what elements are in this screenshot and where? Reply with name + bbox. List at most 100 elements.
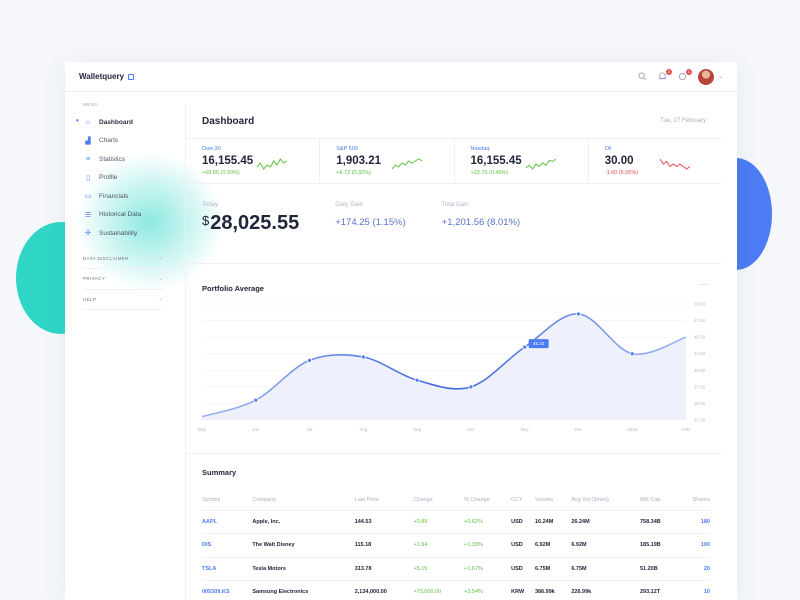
y-tick-label: 37.50 [694,384,706,389]
market-cap-cell: 185.19B [639,533,679,558]
y-tick-label: 40.00 [694,368,706,373]
x-tick-label: Dec [574,427,583,432]
tooltip-box [528,339,549,349]
sidebar-item-statistics[interactable]: ≡ Statistics [65,150,183,169]
column-header[interactable]: Company [252,490,355,511]
sidebar-item-label: Profile [99,174,118,182]
currency-cell: USD [511,533,535,558]
brand[interactable]: Walletquery [79,72,135,81]
page-title: Dashboard [202,115,255,127]
table-row[interactable]: AAPL Apple, Inc. 144.53 +0.89 +0.62% USD… [202,510,710,534]
sidebar-item-label: Charts [99,137,119,145]
search-icon[interactable] [638,71,648,82]
column-header[interactable]: Symbol [202,490,253,511]
sidebar-item-sustainability[interactable]: ✣ Sustainability [65,224,183,243]
sidebar-item-label: Dashboard [99,118,133,126]
percent-change-cell: +3.54% [464,580,512,600]
column-header[interactable]: Avg Vol (3mon) [571,490,640,511]
section-label: PRIVACY [83,276,106,282]
y-tick-label: 50.00 [694,302,706,307]
ticker-change: +68.65 (0.39%) [202,170,240,176]
avg-volume-cell: 26.24M [571,510,640,534]
sparkline [660,158,690,170]
column-header[interactable]: Last Price [354,490,414,511]
series-line [201,313,687,418]
percent-change-cell: +1.30% [464,533,512,558]
x-tick-label: May [198,427,207,432]
wallet-icon [128,73,135,80]
portfolio-title: Portfolio Average [202,284,264,293]
ticker-strip: Dow 30 16,155.45 +68.65 (0.39%) S&P 500 … [186,139,722,184]
table-row[interactable]: TSLA Tesla Motors 313.78 +5.15 +1.67% US… [202,557,710,581]
ticker-value: 16,155.45 [202,155,254,167]
column-header[interactable]: % Change [464,490,512,511]
summary-title: Summary [202,468,237,477]
app-window: Walletquery 2 1 ⌄ MENU ⌂ Dashboard [65,62,737,600]
ticker-name: S&P 500 [336,146,358,152]
x-tick-label: Jul [307,427,313,432]
sparkline-path [391,158,422,170]
column-header[interactable]: Mkt Cap [639,490,679,511]
daily-gain: Daily Gain +174.25 (1.15%) [335,202,406,263]
column-header[interactable]: Shares [678,490,710,511]
daily-gain-value: +174.25 (1.15%) [335,217,406,228]
symbol-cell[interactable]: TSLA [202,557,253,581]
ticker-value: 1,903.21 [336,155,382,167]
avatar[interactable] [697,68,714,85]
home-icon: ⌂ [85,118,91,126]
sidebar-item-label: Statistics [99,155,126,163]
ticker-dow-30[interactable]: Dow 30 16,155.45 +68.65 (0.39%) [186,139,321,183]
area-fill [202,313,686,420]
sparkline-path [525,158,556,170]
sidebar-item-historical-data[interactable]: ☰ Historical Data [65,206,183,225]
column-header[interactable]: Change [413,490,465,511]
company-cell: Tesla Motors [252,557,355,581]
ticker-oil[interactable]: Oil 30.00 -1.60 (5.05%) [589,139,722,183]
sidebar-item-financials[interactable]: ▭ Financials [65,187,183,206]
briefcase-icon: ▭ [84,193,92,201]
portfolio-card: Portfolio Average ··· 32.50 35.00 37.50 40.… [186,264,722,454]
today-balance: Today $28,025.55 [202,202,299,263]
ticker-sp-500[interactable]: S&P 500 1,903.21 +6.72 (0.32%) [320,139,455,183]
data-point [414,377,420,383]
section-privacy[interactable]: PRIVACY ⌄ [83,269,163,290]
ticker-name: Dow 30 [202,146,221,152]
menu-label: MENU [83,102,99,107]
section-help[interactable]: HELP ⌄ [83,290,163,310]
column-header[interactable]: Volume [534,490,572,511]
notification-bell-icon[interactable]: 2 [658,68,672,82]
sparkline-path [257,158,288,170]
company-cell: Apple, Inc. [252,510,355,534]
sparkline [257,158,288,170]
table-row[interactable]: 005309.KS Samsung Electronics 2,134,000.… [202,580,710,600]
symbol-cell[interactable]: 005309.KS [202,580,253,600]
data-point [522,344,528,350]
sidebar-item-dashboard[interactable]: ⌂ Dashboard [65,113,183,132]
data-point [576,311,581,317]
statistics-icon: ≡ [85,155,91,163]
column-header[interactable]: CCY [511,490,535,511]
x-tick-label: Jun [252,427,260,432]
summary-table: Symbol Company Last Price Change % Chang… [202,490,710,600]
last-price-cell: 2,134,000.00 [354,580,414,600]
sidebar-item-charts[interactable]: ▟ Charts [65,132,183,151]
percent-change-cell: +1.67% [464,557,512,581]
ticker-name: Nasdaq [470,146,490,152]
volume-cell: 386.99k [534,580,572,600]
y-tick-label: 42.50 [694,351,706,356]
currency-cell: USD [511,557,535,581]
x-tick-label: Sep [413,427,422,432]
section-data-disclaimer[interactable]: DATA DISCLAIMER ⌄ [83,249,163,269]
ticker-change: +23.70 (0.46%) [470,170,509,176]
symbol-cell[interactable]: AAPL [202,510,253,534]
messages-icon[interactable]: 1 [678,68,692,82]
more-dots-icon[interactable]: ··· [700,280,708,289]
volume-cell: 6.92M [534,533,572,558]
sidebar-item-profile[interactable]: ▯ Profile [65,169,183,188]
chevron-down-icon[interactable]: ⌄ [717,74,723,80]
shares-cell: 10 [678,580,710,600]
current-date: Tue, 27 February [660,118,706,124]
symbol-cell[interactable]: DIS [202,533,253,558]
table-row[interactable]: DIS The Walt Disney 115.18 +1.94 +1.30% … [202,533,710,558]
ticker-nasdaq[interactable]: Nasdaq 16,155.45 +23.70 (0.46%) [455,139,589,183]
